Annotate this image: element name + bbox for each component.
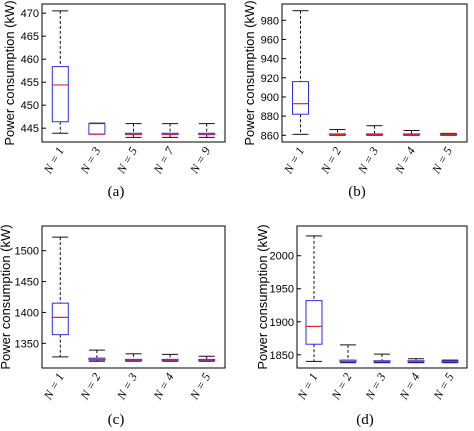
- box-plot-3: [373, 353, 391, 364]
- box-plot-3: [125, 123, 142, 138]
- y-tick-label: 960: [261, 34, 279, 46]
- panel-caption: (d): [356, 412, 374, 428]
- iqr-box: [51, 66, 69, 123]
- y-tick-label: 2000: [270, 251, 294, 263]
- x-tick-label: N = 3: [77, 145, 104, 177]
- box-plot-5: [198, 123, 216, 138]
- plot-frame: [41, 225, 226, 369]
- x-tick-label: N = 5: [187, 371, 214, 403]
- y-tick-label: 465: [21, 31, 39, 43]
- x-tick-label: N = 9: [187, 145, 214, 177]
- box-plot-3: [125, 353, 142, 362]
- box-plot-2: [88, 122, 106, 135]
- y-tick-label: 1950: [270, 284, 294, 296]
- y-tick-label: 900: [261, 92, 279, 104]
- box-plot-5: [440, 132, 457, 136]
- x-tick-label: N = 4: [391, 145, 418, 177]
- y-tick-label: 980: [261, 15, 279, 27]
- x-tick-label: N = 2: [328, 371, 355, 403]
- y-tick-label: 1500: [15, 246, 39, 258]
- x-tick-label: N = 1: [40, 145, 67, 177]
- plot-frame: [296, 225, 468, 369]
- panel-2: 860 880 900 920 940 960 980 Power consumption (…: [242, 0, 468, 200]
- y-tick-label: 1350: [15, 338, 39, 350]
- box-plot-5: [441, 359, 459, 364]
- x-tick-label: N = 5: [113, 145, 140, 177]
- y-tick-label: 470: [21, 8, 39, 20]
- panel-caption: (a): [108, 184, 125, 200]
- x-tick-label: N = 5: [430, 371, 457, 403]
- box-plot-1: [51, 10, 69, 134]
- x-tick-label: N = 1: [280, 145, 307, 177]
- panel-caption: (c): [108, 412, 125, 428]
- box-plot-2: [339, 344, 357, 364]
- plot-frame: [281, 3, 468, 143]
- y-tick-label: 450: [21, 100, 39, 112]
- box-plot-1: [292, 10, 309, 135]
- box-plot-3: [366, 125, 383, 136]
- x-tick-label: N = 1: [40, 371, 67, 403]
- iqr-box: [88, 123, 106, 135]
- box-plot-4: [403, 130, 420, 136]
- y-tick-label: 460: [21, 54, 39, 66]
- x-tick-label: N = 3: [362, 371, 389, 403]
- plot-frame: [41, 3, 226, 143]
- x-tick-label: N = 2: [77, 371, 104, 403]
- box-plot-4: [161, 353, 179, 362]
- y-tick-label: 940: [261, 54, 279, 66]
- y-tick-label: 920: [261, 73, 279, 85]
- box-plot-1: [51, 236, 69, 358]
- x-tick-label: N = 5: [428, 145, 455, 177]
- x-tick-label: N = 3: [113, 371, 140, 403]
- y-tick-label: 1850: [270, 350, 294, 362]
- x-tick-label: N = 4: [396, 371, 423, 403]
- iqr-box: [292, 81, 309, 115]
- x-tick-label: N = 7: [150, 144, 177, 177]
- x-tick-label: N = 4: [150, 371, 177, 403]
- box-plot-2: [329, 129, 346, 136]
- x-tick-label: N = 2: [317, 145, 344, 177]
- y-tick-label: 445: [21, 123, 39, 135]
- y-axis-label: Power consumption (kW): [0, 224, 13, 369]
- x-tick-label: N = 1: [294, 371, 321, 403]
- y-tick-label: 455: [21, 77, 39, 89]
- y-tick-label: 1450: [15, 277, 39, 289]
- y-axis-label: Power consumption (kW): [242, 0, 257, 145]
- box-plot-2: [88, 349, 106, 362]
- y-tick-label: 1400: [15, 307, 39, 319]
- box-plot-4: [407, 358, 425, 364]
- box-plot-5: [198, 355, 216, 362]
- y-tick-label: 860: [261, 130, 279, 142]
- y-tick-label: 880: [261, 111, 279, 123]
- panel-1: 445 450 455 460 465 470 Power consumption (kW)…: [2, 0, 226, 200]
- panel-caption: (b): [348, 184, 366, 200]
- y-axis-label: Power consumption (kW): [255, 224, 270, 369]
- iqr-box: [51, 302, 69, 336]
- box-plot-4: [161, 123, 179, 138]
- y-tick-label: 1900: [270, 317, 294, 329]
- y-axis-label: Power consumption (kW): [2, 0, 17, 145]
- box-plot-1: [305, 235, 323, 362]
- iqr-box: [305, 300, 323, 345]
- x-tick-label: N = 3: [354, 145, 381, 177]
